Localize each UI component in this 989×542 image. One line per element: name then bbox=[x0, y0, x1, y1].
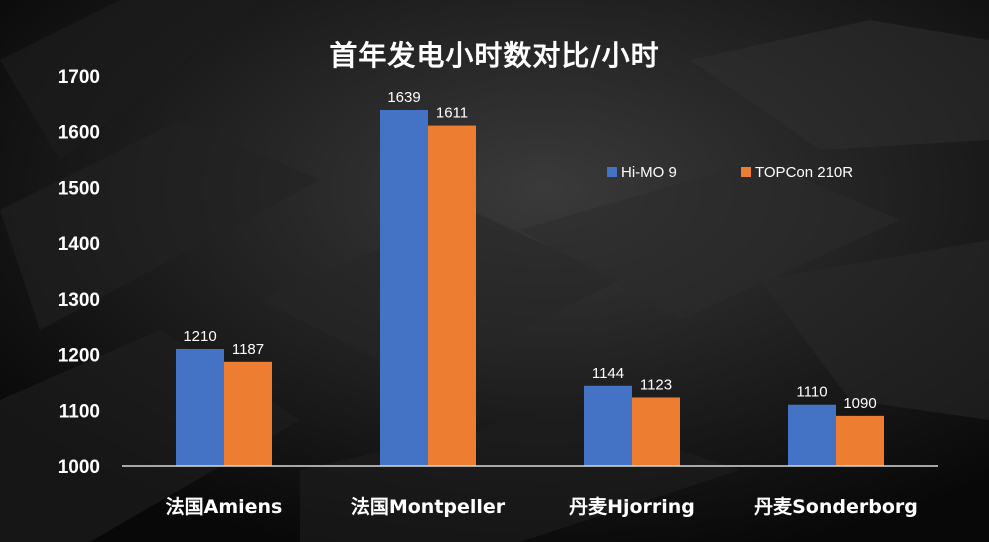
legend-label: TOPCon 210R bbox=[755, 164, 853, 181]
y-tick-label: 1700 bbox=[58, 67, 100, 88]
y-tick-label: 1000 bbox=[58, 457, 100, 478]
y-tick-label: 1400 bbox=[58, 234, 100, 255]
bar-series-1 bbox=[176, 349, 224, 466]
bar-series-2 bbox=[428, 125, 476, 466]
bar-series-1 bbox=[380, 109, 428, 466]
bar-series-2 bbox=[836, 415, 884, 466]
data-label: 1187 bbox=[232, 341, 264, 358]
data-label: 1144 bbox=[592, 365, 624, 382]
y-tick-label: 1100 bbox=[59, 401, 100, 422]
legend-label: Hi-MO 9 bbox=[621, 164, 677, 181]
category-label: 法国Montpeller bbox=[351, 495, 506, 518]
bar-series-2 bbox=[632, 397, 680, 466]
legend-swatch bbox=[741, 167, 751, 177]
bar-series-1 bbox=[584, 385, 632, 466]
legend-swatch bbox=[607, 167, 617, 177]
data-label: 1611 bbox=[436, 105, 468, 122]
bar-series-2 bbox=[224, 361, 272, 466]
data-label: 1123 bbox=[640, 376, 672, 393]
category-label: 法国Amiens bbox=[166, 495, 283, 518]
y-tick-label: 1300 bbox=[58, 290, 100, 311]
y-tick-label: 1500 bbox=[58, 178, 100, 199]
category-label: 丹麦Hjorring bbox=[569, 495, 695, 518]
data-label: 1090 bbox=[843, 395, 876, 412]
data-label: 1110 bbox=[796, 384, 827, 401]
chart-title: 首年发电小时数对比/小时 bbox=[329, 39, 660, 72]
category-label: 丹麦Sonderborg bbox=[754, 495, 918, 518]
bar-series-1 bbox=[788, 404, 836, 466]
data-label: 1639 bbox=[387, 89, 420, 106]
data-label: 1210 bbox=[183, 328, 216, 345]
y-tick-label: 1200 bbox=[58, 346, 100, 367]
y-tick-label: 1600 bbox=[58, 123, 100, 144]
